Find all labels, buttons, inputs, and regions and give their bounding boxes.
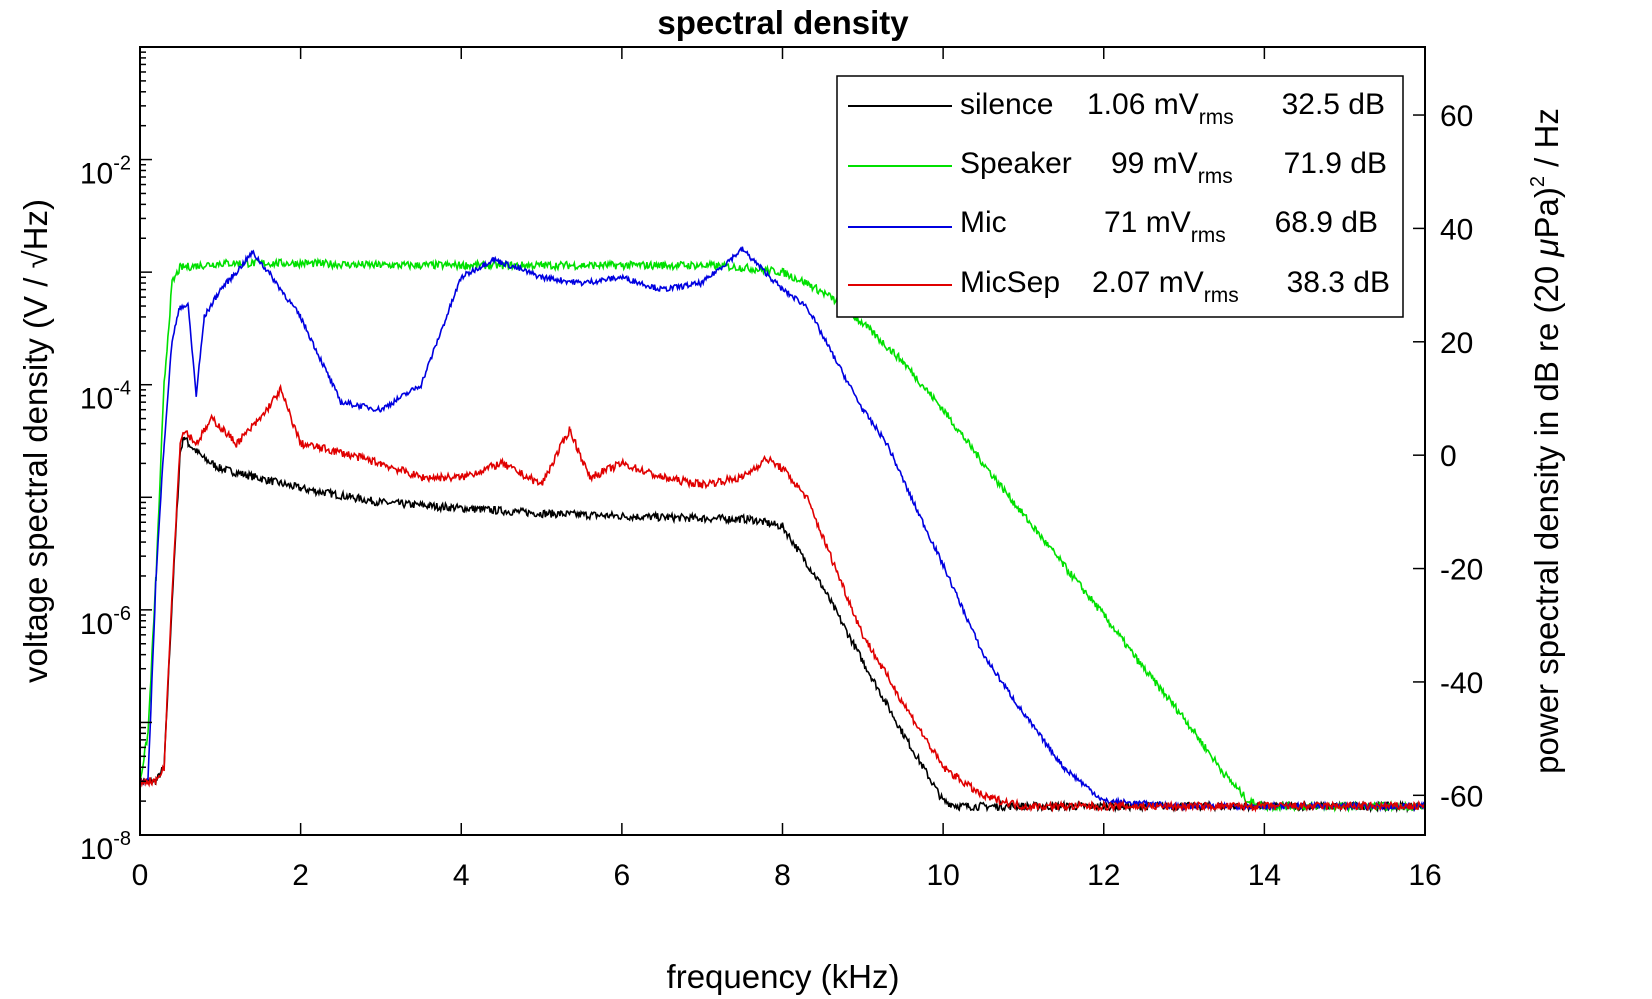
y-right-tick-label: -40 bbox=[1440, 667, 1483, 700]
x-tick-label: 0 bbox=[132, 859, 149, 892]
x-tick-labels: 0 2 4 6 8 10 12 14 16 bbox=[132, 859, 1442, 892]
chart-title: spectral density bbox=[657, 4, 909, 41]
legend: silence 1.06 mVrms 32.5 dB Speaker 99 mV… bbox=[836, 75, 1404, 318]
y-tick-label: 10-6 bbox=[80, 603, 131, 641]
y-axis-label: voltage spectral density (V / √Hz) bbox=[17, 199, 54, 683]
legend-db: 38.3 dB bbox=[1287, 266, 1390, 299]
x-tick-label: 8 bbox=[774, 859, 791, 892]
legend-rms: 71 mVrms bbox=[1104, 206, 1226, 247]
legend-db: 71.9 dB bbox=[1284, 147, 1387, 180]
y-right-tick-label: -20 bbox=[1440, 554, 1483, 587]
y-right-tick-labels: -60 -40 -20 0 20 40 60 bbox=[1440, 100, 1483, 813]
legend-label: MicSep bbox=[960, 266, 1060, 299]
y-tick-label: 10-2 bbox=[80, 153, 131, 191]
tick-layer bbox=[139, 46, 1426, 836]
y-right-tick-label: 60 bbox=[1440, 100, 1473, 133]
legend-box bbox=[836, 75, 1404, 318]
legend-db: 68.9 dB bbox=[1275, 206, 1378, 239]
x-tick-label: 12 bbox=[1087, 859, 1120, 892]
series-line-micsep bbox=[140, 383, 1425, 813]
legend-db: 32.5 dB bbox=[1282, 88, 1385, 121]
y-right-tick-label: 40 bbox=[1440, 213, 1473, 246]
x-tick-label: 14 bbox=[1248, 859, 1281, 892]
x-tick-label: 16 bbox=[1408, 859, 1441, 892]
y-right-tick-label: 20 bbox=[1440, 327, 1473, 360]
y-right-tick-label: 0 bbox=[1440, 440, 1457, 473]
legend-label: Mic bbox=[960, 206, 1007, 239]
x-tick-label: 2 bbox=[292, 859, 309, 892]
series-layer bbox=[140, 246, 1425, 814]
y-tick-label: 10-8 bbox=[80, 828, 131, 866]
x-tick-label: 10 bbox=[926, 859, 959, 892]
legend-rms: 2.07 mVrms bbox=[1092, 266, 1239, 307]
legend-label: Speaker bbox=[960, 147, 1072, 180]
series-line-speaker bbox=[140, 257, 1425, 813]
legend-rms: 1.06 mVrms bbox=[1087, 88, 1234, 129]
y-tick-label: 10-4 bbox=[80, 378, 131, 416]
x-tick-label: 4 bbox=[453, 859, 470, 892]
legend-item-micsep: MicSep 2.07 mVrms 38.3 dB bbox=[848, 266, 1390, 307]
legend-rms: 99 mVrms bbox=[1111, 147, 1233, 188]
x-axis-label: frequency (kHz) bbox=[667, 958, 900, 995]
legend-item-speaker: Speaker 99 mVrms 71.9 dB bbox=[848, 147, 1387, 188]
legend-item-silence: silence 1.06 mVrms 32.5 dB bbox=[848, 88, 1385, 129]
y-right-tick-label: -60 bbox=[1440, 780, 1483, 813]
x-tick-label: 6 bbox=[614, 859, 631, 892]
y-axis-label-right: power spectral density in dB re (20 μPa)… bbox=[1527, 108, 1565, 774]
legend-item-mic: Mic 71 mVrms 68.9 dB bbox=[848, 206, 1378, 247]
legend-label: silence bbox=[960, 88, 1053, 121]
y-tick-labels: 10-8 10-6 10-4 10-2 bbox=[80, 153, 131, 866]
